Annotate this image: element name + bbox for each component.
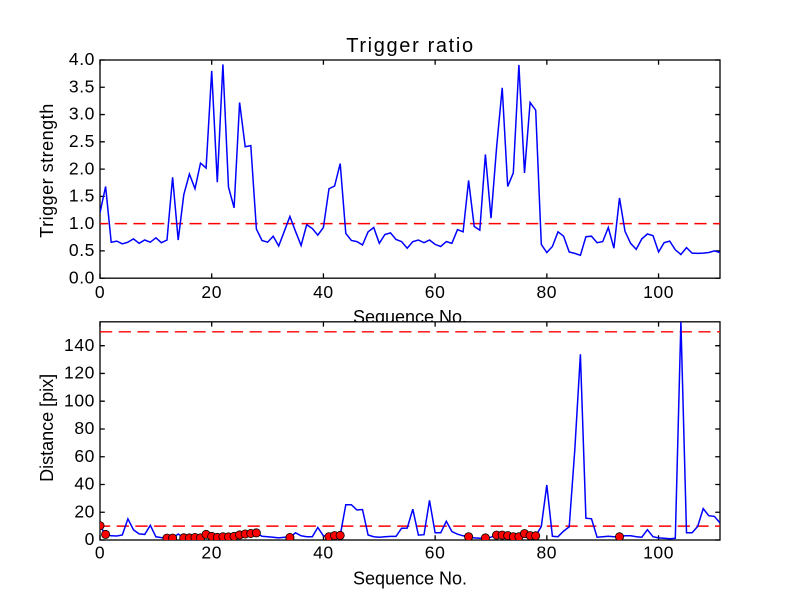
svg-text:4.0: 4.0: [69, 49, 95, 69]
svg-text:120: 120: [64, 363, 95, 383]
svg-text:40: 40: [74, 474, 95, 494]
svg-text:40: 40: [313, 282, 334, 302]
svg-text:2.0: 2.0: [69, 158, 95, 178]
svg-text:40: 40: [313, 543, 334, 563]
svg-text:1.5: 1.5: [69, 186, 95, 206]
svg-text:0: 0: [85, 529, 95, 549]
svg-text:100: 100: [64, 390, 95, 410]
svg-text:60: 60: [425, 282, 446, 302]
svg-text:20: 20: [201, 543, 222, 563]
svg-text:Trigger ratio: Trigger ratio: [346, 35, 475, 57]
svg-text:100: 100: [643, 543, 674, 563]
svg-text:0: 0: [95, 282, 105, 302]
svg-text:Sequence No.: Sequence No.: [353, 568, 467, 588]
svg-text:3.0: 3.0: [69, 104, 95, 124]
svg-text:0.0: 0.0: [69, 267, 95, 287]
svg-text:Distance [pix]: Distance [pix]: [37, 374, 57, 482]
svg-text:60: 60: [425, 543, 446, 563]
svg-text:0: 0: [95, 543, 105, 563]
svg-text:20: 20: [201, 282, 222, 302]
svg-text:140: 140: [64, 335, 95, 355]
svg-text:80: 80: [536, 543, 557, 563]
svg-text:0.5: 0.5: [69, 240, 95, 260]
svg-text:Trigger strength: Trigger strength: [37, 103, 57, 237]
svg-text:3.5: 3.5: [69, 77, 95, 97]
svg-text:1.0: 1.0: [69, 213, 95, 233]
svg-text:80: 80: [536, 282, 557, 302]
svg-text:100: 100: [643, 282, 674, 302]
svg-text:20: 20: [74, 501, 95, 521]
svg-text:80: 80: [74, 418, 95, 438]
svg-text:2.5: 2.5: [69, 131, 95, 151]
svg-text:60: 60: [74, 446, 95, 466]
